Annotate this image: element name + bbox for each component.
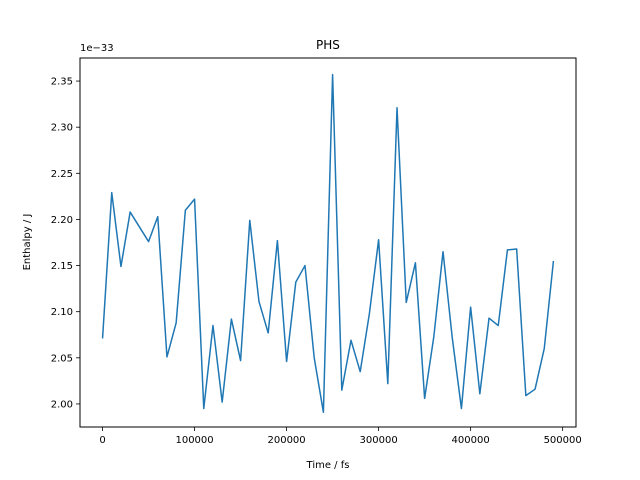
y-tick-label: 2.25 bbox=[51, 169, 73, 180]
x-tick-label: 500000 bbox=[544, 435, 582, 446]
y-axis-label: Enthalpy / J bbox=[22, 214, 33, 271]
y-tick-label: 2.35 bbox=[51, 77, 73, 88]
x-tick-label: 300000 bbox=[360, 435, 398, 446]
x-axis-label: Time / fs bbox=[306, 460, 350, 471]
series-line-0 bbox=[101, 73, 555, 413]
x-tick-label: 400000 bbox=[452, 435, 490, 446]
y-tick-label: 2.10 bbox=[51, 307, 73, 318]
x-axis-ticks: 0 100000 200000 300000 400000 500000 bbox=[99, 427, 582, 446]
y-tick-label: 2.30 bbox=[51, 123, 73, 134]
axes-frame bbox=[79, 57, 577, 428]
y-offset-label: 1e−33 bbox=[80, 43, 114, 54]
chart-title: PHS bbox=[316, 38, 340, 52]
x-tick-label: 0 bbox=[99, 435, 105, 446]
x-tick-label: 100000 bbox=[175, 435, 213, 446]
y-tick-label: 2.20 bbox=[51, 215, 73, 226]
x-tick-label: 200000 bbox=[267, 435, 305, 446]
y-tick-label: 2.00 bbox=[51, 399, 73, 410]
y-tick-label: 2.05 bbox=[51, 353, 73, 364]
y-tick-label: 2.15 bbox=[51, 261, 73, 272]
y-axis-ticks: 2.00 2.05 2.10 2.15 2.20 2.25 2.30 2.35 bbox=[51, 77, 80, 410]
plot-area bbox=[101, 73, 555, 413]
